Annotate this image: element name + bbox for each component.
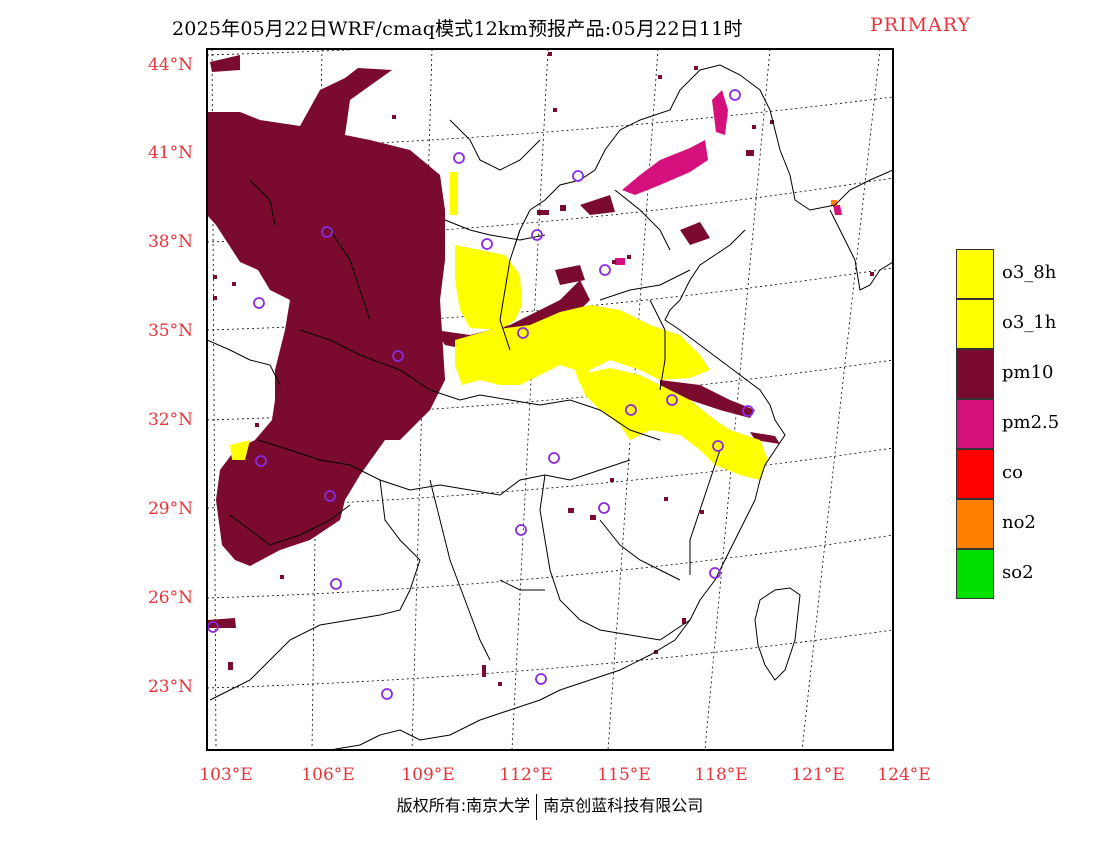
lat-label: 35°N [147, 321, 193, 341]
legend-swatch [956, 299, 994, 349]
legend-label: o3_1h [1002, 312, 1057, 333]
legend-swatch [956, 499, 994, 549]
primary-label: PRIMARY [870, 14, 972, 36]
lat-label: 38°N [147, 232, 193, 252]
lon-label: 112°E [499, 765, 553, 785]
no2-spot [831, 200, 837, 206]
copyright-right: 南京创蓝科技有限公司 [543, 796, 704, 815]
lat-label: 41°N [147, 143, 193, 163]
lat-label: 29°N [147, 499, 193, 519]
pm10-area [207, 55, 780, 628]
legend-swatch [956, 399, 994, 449]
station-markers [207, 89, 754, 700]
legend-label: so2 [1002, 562, 1034, 583]
footer-separator [536, 793, 538, 820]
legend-swatch [956, 449, 994, 499]
legend-label: pm2.5 [1002, 412, 1060, 433]
lat-label: 23°N [147, 677, 193, 697]
lon-label: 118°E [694, 765, 748, 785]
map-frame [206, 48, 894, 751]
lon-label: 115°E [597, 765, 651, 785]
o3-area [230, 172, 768, 480]
lon-label: 124°E [877, 765, 931, 785]
pm25-area [615, 90, 842, 265]
lon-label: 103°E [199, 765, 253, 785]
legend-swatch [956, 349, 994, 399]
lon-label: 121°E [791, 765, 845, 785]
pm10-dots [213, 52, 874, 686]
lon-label: 109°E [401, 765, 455, 785]
legend-label: o3_8h [1002, 262, 1057, 283]
legend-swatch [956, 549, 994, 599]
map-title: 2025年05月22日WRF/cmaq模式12km预报产品:05月22日11时 [172, 18, 743, 40]
lon-label: 106°E [301, 765, 355, 785]
boundaries [207, 64, 893, 750]
legend-label: no2 [1002, 512, 1036, 533]
lat-label: 26°N [147, 588, 193, 608]
copyright-footer: 版权所有:南京大学 南京创蓝科技有限公司 [0, 792, 1100, 820]
copyright-left: 版权所有:南京大学 [396, 796, 531, 815]
lat-label: 44°N [147, 55, 193, 75]
legend-label: pm10 [1002, 362, 1054, 383]
lat-label: 32°N [147, 410, 193, 430]
legend-label: co [1002, 462, 1023, 483]
legend-swatch [956, 249, 994, 299]
